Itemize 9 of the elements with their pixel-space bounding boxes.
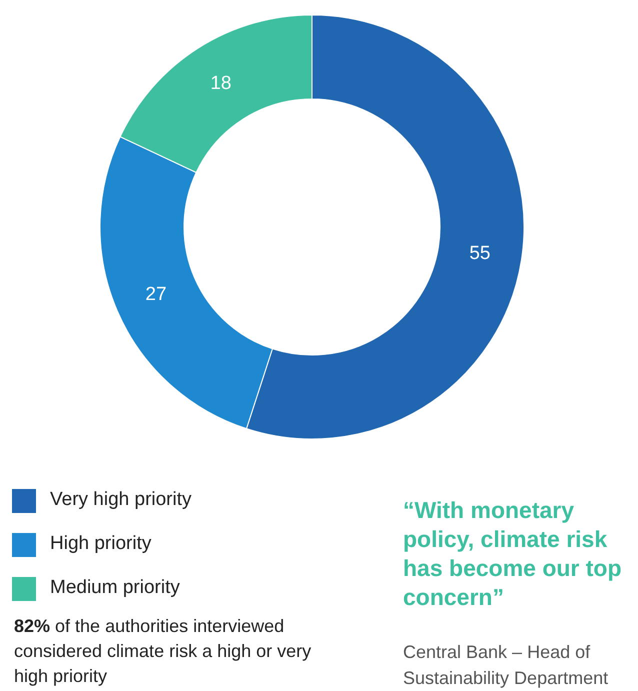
text: 82% of the authorities interviewed considered climate risk a high or very high priority xyxy=(14,615,312,688)
legend-label: Medium priority xyxy=(50,576,181,600)
data-label: 27 xyxy=(145,284,167,306)
text: “With monetary policy, climate risk has become our top concern” xyxy=(403,496,623,612)
text: Central Bank – Head of Sustainability Department xyxy=(403,641,610,690)
legend-label: Very high priority xyxy=(50,488,193,512)
data-label: 18 xyxy=(210,72,232,94)
legend-label: High priority xyxy=(50,532,152,556)
data-label: 55 xyxy=(469,243,490,264)
